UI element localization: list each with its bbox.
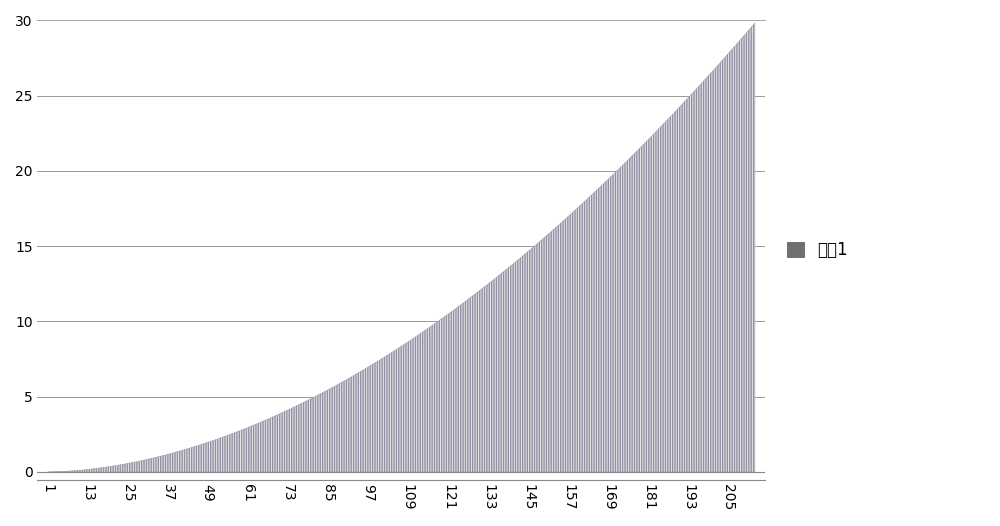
Legend: 系兗1: 系兗1 [781, 235, 855, 266]
